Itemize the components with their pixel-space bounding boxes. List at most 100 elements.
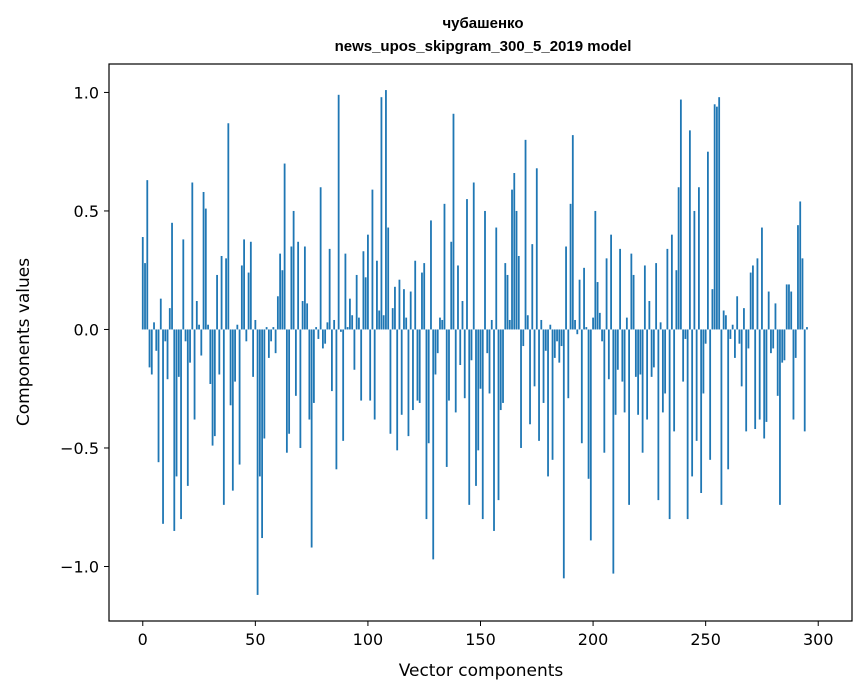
- x-tick-label: 50: [245, 630, 265, 649]
- bar: [598, 312, 601, 330]
- bar: [788, 284, 790, 330]
- bar: [781, 329, 784, 363]
- bar: [664, 329, 667, 394]
- bar: [704, 329, 707, 344]
- bar: [720, 329, 723, 505]
- bar: [722, 310, 725, 330]
- bar: [517, 255, 520, 330]
- bar: [445, 329, 448, 467]
- bar: [247, 272, 250, 330]
- bar: [547, 329, 549, 477]
- x-tick-label: 300: [803, 630, 834, 649]
- bar: [592, 317, 594, 330]
- bar: [731, 324, 734, 330]
- bar: [529, 329, 531, 425]
- bar: [657, 329, 660, 501]
- bar: [349, 298, 351, 330]
- bar: [184, 329, 187, 342]
- bar: [457, 265, 459, 330]
- bar: [427, 329, 430, 444]
- bar: [551, 329, 554, 460]
- bar: [661, 329, 664, 413]
- bar: [700, 329, 703, 493]
- bar: [400, 329, 403, 415]
- bar: [270, 329, 273, 342]
- bar: [222, 329, 225, 505]
- bar: [567, 329, 570, 399]
- bar: [450, 241, 453, 330]
- bar: [756, 258, 759, 330]
- x-tick-label: 0: [138, 630, 148, 649]
- bar: [369, 329, 372, 401]
- bar: [792, 329, 795, 420]
- bar: [351, 315, 354, 330]
- bar: [292, 210, 295, 330]
- bar: [157, 329, 160, 463]
- bar: [513, 173, 516, 330]
- bar: [612, 329, 615, 574]
- bar: [698, 187, 700, 330]
- bar: [535, 168, 538, 330]
- bar: [499, 329, 502, 411]
- bar: [682, 329, 685, 382]
- bar: [265, 327, 268, 330]
- bar: [484, 210, 486, 330]
- bar: [290, 246, 293, 330]
- bar: [542, 329, 545, 403]
- bar: [412, 329, 414, 411]
- bar: [227, 123, 230, 330]
- bar: [562, 329, 565, 579]
- bar: [767, 291, 770, 330]
- bar: [150, 329, 153, 375]
- bar: [360, 329, 363, 401]
- bar: [578, 279, 581, 330]
- bar: [596, 282, 599, 330]
- bar: [211, 329, 214, 446]
- bar: [668, 329, 671, 520]
- bar: [508, 319, 511, 330]
- bar: [659, 322, 662, 330]
- bar: [171, 222, 173, 330]
- bar: [159, 298, 162, 330]
- bar: [718, 97, 721, 330]
- bar: [441, 319, 444, 330]
- y-axis-ticks: −1.0 −0.5 0.0 0.5 1.0: [60, 83, 109, 576]
- bar: [770, 329, 772, 354]
- bar: [263, 329, 266, 439]
- bar: [524, 139, 527, 330]
- bar: [249, 241, 252, 330]
- bar: [385, 90, 387, 330]
- bar: [434, 329, 437, 375]
- bar: [391, 308, 394, 330]
- bar: [335, 329, 338, 470]
- bar: [189, 329, 191, 363]
- bar: [220, 255, 223, 330]
- bar: [745, 329, 748, 432]
- plot-frame: [108, 63, 853, 622]
- bar: [713, 104, 716, 330]
- bar: [472, 182, 475, 330]
- bar: [204, 208, 207, 330]
- bar: [173, 329, 176, 531]
- x-axis-label: Vector components: [399, 661, 564, 681]
- bar: [574, 319, 576, 330]
- bar: [299, 329, 302, 448]
- bar: [218, 329, 221, 375]
- bar: [315, 327, 318, 330]
- bar: [326, 322, 329, 330]
- bar: [652, 329, 655, 368]
- bar: [418, 329, 421, 403]
- bar: [740, 329, 743, 387]
- bar: [511, 189, 513, 330]
- bar: [520, 329, 522, 448]
- bar: [641, 329, 644, 453]
- bar: [603, 329, 606, 453]
- bar: [396, 329, 399, 451]
- bar: [202, 191, 205, 330]
- bar: [333, 319, 336, 330]
- bar: [614, 329, 617, 415]
- bar: [504, 263, 507, 330]
- bar: [691, 329, 694, 477]
- bar: [331, 329, 333, 392]
- bar: [312, 329, 315, 403]
